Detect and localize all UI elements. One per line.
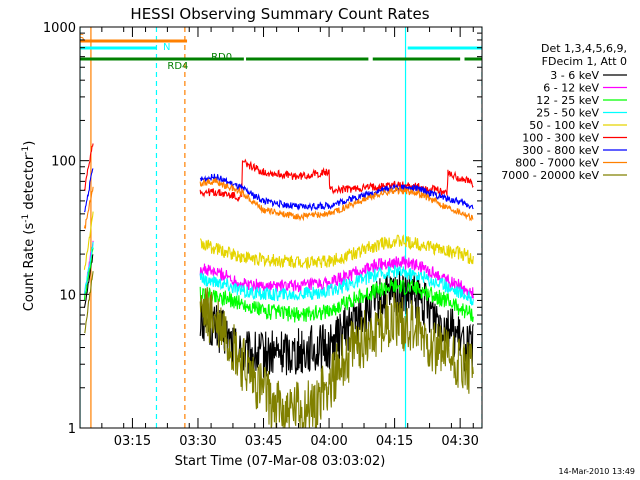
series-line-7-0 — [83, 186, 94, 230]
state-label-extra-0: RD4 — [167, 61, 188, 72]
legend-label: 7000 - 20000 keV — [501, 169, 599, 182]
series-line-8-0 — [84, 271, 94, 334]
series-line-5-0 — [83, 143, 94, 192]
y-tick-label: 10 — [59, 288, 76, 303]
series-5 — [83, 143, 474, 203]
series-line-0-0 — [83, 254, 94, 308]
series-line-6-1 — [199, 173, 474, 212]
series-line-6-0 — [83, 168, 94, 213]
series-line-5-1 — [199, 158, 474, 203]
y-tick-label: 1000 — [43, 21, 76, 36]
legend-label: 100 - 300 keV — [522, 132, 599, 145]
x-tick-label: 04:30 — [441, 434, 478, 449]
y-axis-label-end: ) — [22, 141, 37, 146]
series-line-8-1 — [199, 287, 474, 428]
legend-label: 50 - 100 keV — [529, 119, 599, 132]
x-tick-label: 04:15 — [376, 434, 413, 449]
legend-label: 12 - 25 keV — [536, 94, 599, 107]
series-8 — [84, 271, 474, 428]
series-3 — [83, 241, 474, 306]
legend-label: 300 - 800 keV — [522, 144, 599, 157]
y-axis-label: Count Rate (s-1 detector-1) — [21, 141, 37, 312]
y-axis-label-main: Count Rate (s — [22, 223, 37, 312]
series-line-4-1 — [199, 234, 474, 270]
legend-header-line: Det 1,3,4,5,6,9, — [541, 42, 627, 55]
x-tick-label: 03:15 — [114, 434, 151, 449]
legend-header-line: FDecim 1, Att 0 — [542, 55, 627, 68]
series-line-3-1 — [199, 264, 474, 306]
series-4 — [83, 211, 474, 270]
y-axis-label-mid: detector — [22, 154, 37, 214]
series-line-3-0 — [83, 241, 94, 294]
series-line-1-1 — [199, 255, 474, 299]
y-axis-label-sup2: -1 — [21, 146, 31, 155]
state-label-2: RD0 — [211, 52, 232, 63]
x-tick-label: 03:30 — [179, 434, 216, 449]
footer-timestamp: 14-Mar-2010 13:49 — [559, 467, 636, 476]
series-line-7-1 — [199, 177, 474, 222]
series-7 — [83, 177, 474, 230]
axes: 1 10 100 1000 03:15 03:30 03:45 04:00 04:15 04:30 — [43, 21, 483, 449]
plot-area: S N RD0 RD4 — [78, 27, 482, 428]
legend: Det 1,3,4,5,6,9,FDecim 1, Att 03 - 6 keV… — [501, 42, 627, 182]
legend-label: 6 - 12 keV — [543, 82, 599, 95]
series-6 — [83, 168, 474, 213]
y-tick-label: 100 — [51, 155, 76, 170]
series-line-4-0 — [83, 211, 94, 270]
y-axis-label-sup1: -1 — [21, 214, 31, 223]
legend-label: 800 - 7000 keV — [515, 157, 599, 170]
x-tick-label: 03:45 — [245, 434, 282, 449]
x-tick-label: 04:00 — [310, 434, 347, 449]
series-line-2-1 — [199, 279, 474, 323]
state-label-0: S — [78, 33, 84, 44]
x-axis-label: Start Time (07-Mar-08 03:03:02) — [175, 454, 386, 469]
legend-label: 25 - 50 keV — [536, 107, 599, 120]
state-label-1: N — [163, 42, 170, 53]
plot-frame — [79, 26, 483, 429]
legend-label: 3 - 6 keV — [550, 69, 599, 82]
chart-title: HESSI Observing Summary Count Rates — [130, 5, 429, 23]
y-tick-label: 1 — [68, 422, 76, 437]
